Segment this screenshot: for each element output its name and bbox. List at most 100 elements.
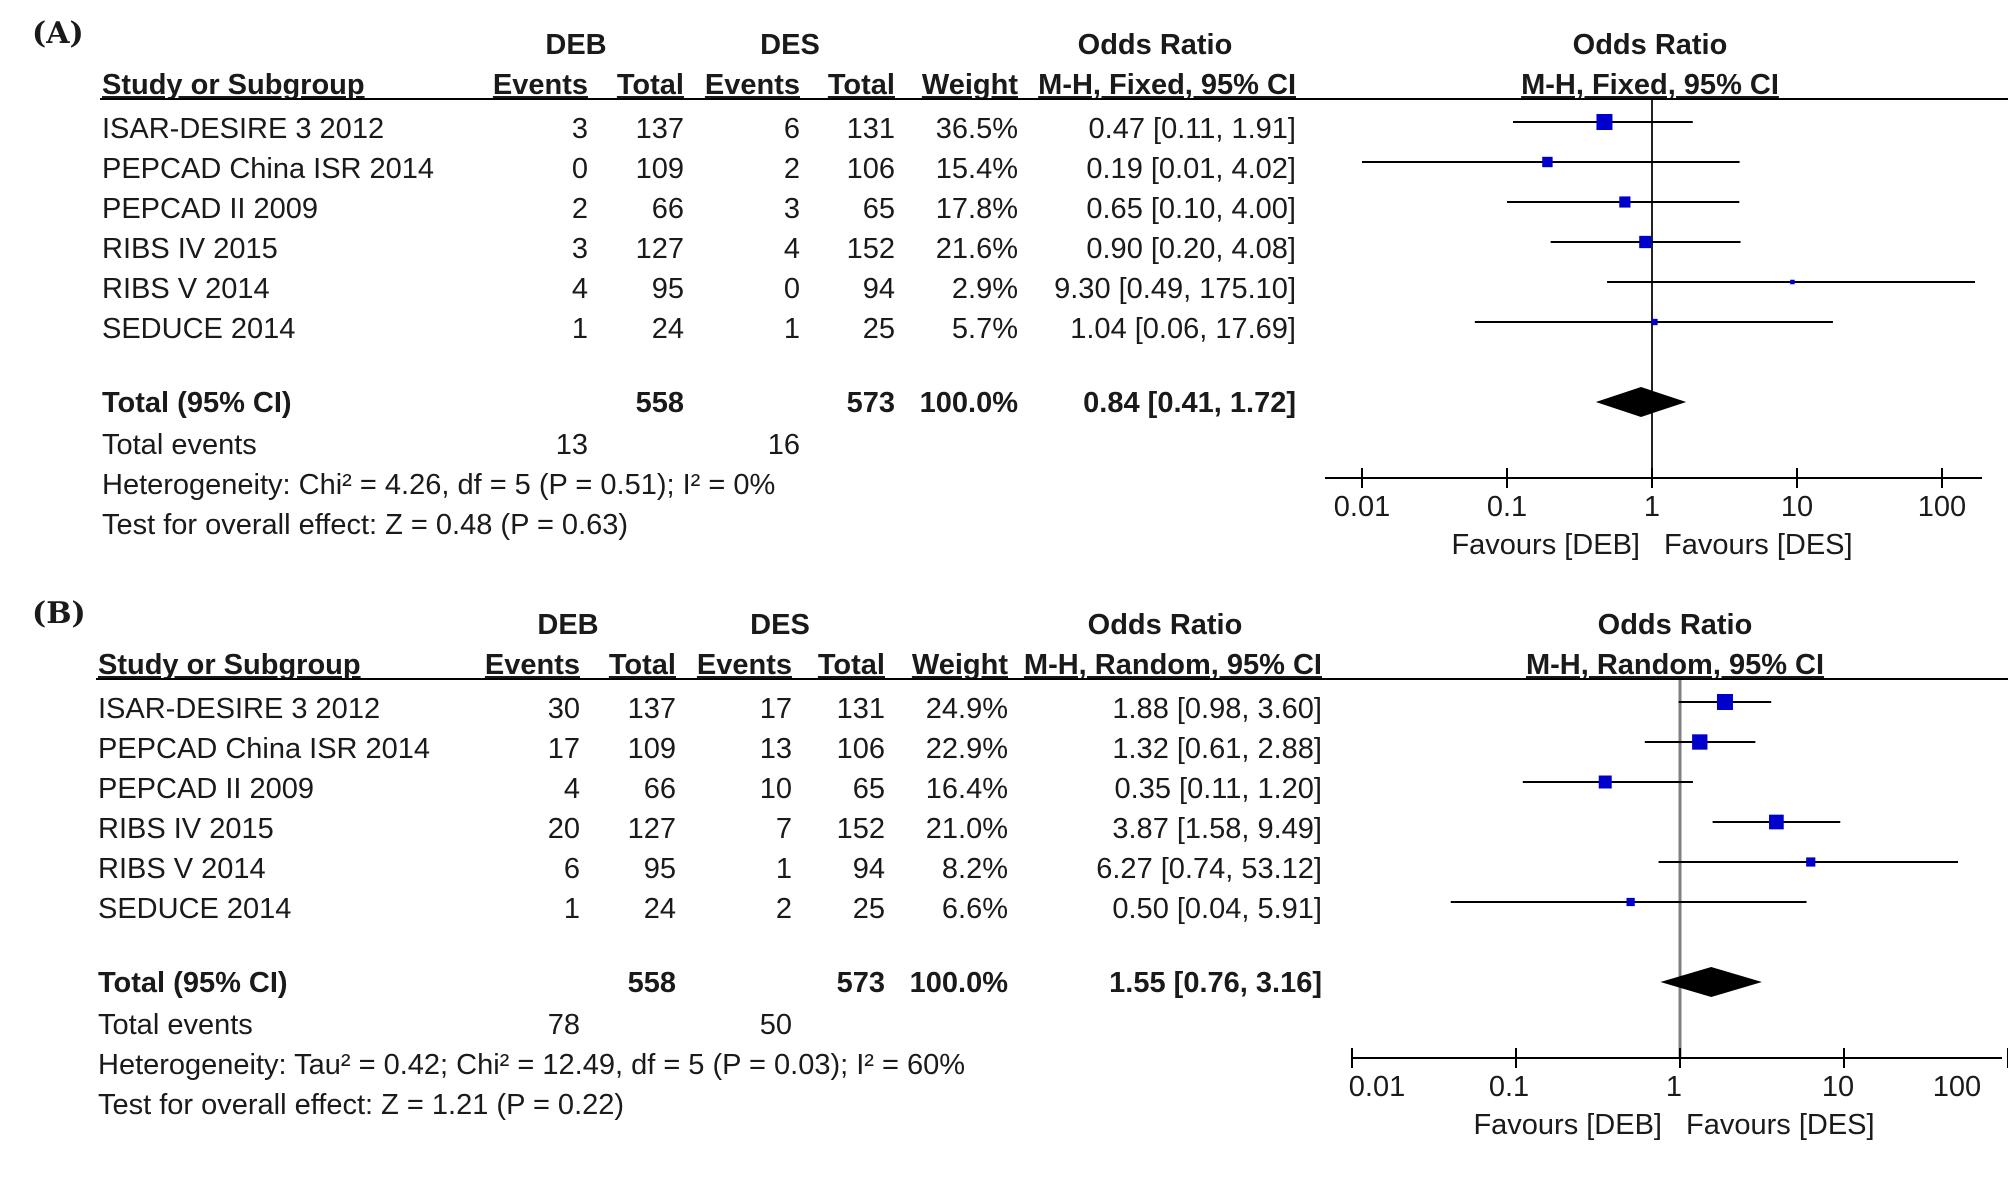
ctrl-events-cell: 17: [759, 693, 792, 725]
total-label: Total (95% CI): [98, 967, 288, 999]
ctrl-events-header: Events: [696, 649, 792, 681]
exp-events-cell: 4: [563, 773, 580, 805]
ctrl-events-cell: 4: [783, 233, 800, 265]
forest-plot-b: [1351, 680, 2008, 1068]
forest-panel-a: (A) DEB DES Odds Ratio Odds Ratio Study …: [0, 0, 2008, 580]
total-ctrl-total: 573: [836, 967, 885, 999]
exp-total-cell: 109: [635, 153, 684, 185]
total-events-ctrl: 16: [767, 429, 800, 461]
ctrl-group-header: DES: [750, 609, 810, 641]
study-name: RIBS V 2014: [102, 273, 270, 305]
exp-events-cell: 30: [547, 693, 580, 725]
exp-total-cell: 24: [643, 893, 676, 925]
exp-total-cell: 95: [651, 273, 684, 305]
study-name: PEPCAD China ISR 2014: [102, 153, 435, 185]
or-ci-cell: 6.27 [0.74, 53.12]: [1096, 853, 1322, 885]
or-column-title: Odds Ratio: [1077, 29, 1233, 61]
or-ci-cell: 1.04 [0.06, 17.69]: [1070, 313, 1296, 345]
favours-right-label: Favours [DES]: [1686, 1109, 1875, 1141]
exp-total-cell: 109: [627, 733, 676, 765]
ctrl-total-cell: 65: [862, 193, 895, 225]
exp-events-cell: 1: [563, 893, 580, 925]
exp-events-cell: 2: [571, 193, 588, 225]
weight-header: Weight: [911, 649, 1008, 681]
favours-left-label: Favours [DEB]: [1473, 1109, 1662, 1141]
exp-events-header: Events: [492, 69, 588, 101]
ctrl-total-cell: 65: [852, 773, 885, 805]
or-method-header: M-H, Fixed, 95% CI: [1038, 69, 1296, 101]
or-ci-cell: 1.88 [0.98, 3.60]: [1112, 693, 1322, 725]
study-marker: [1542, 156, 1553, 168]
header-rule: [96, 678, 2008, 680]
study-name: ISAR-DESIRE 3 2012: [98, 693, 381, 725]
weight-cell: 6.6%: [941, 893, 1008, 925]
ctrl-events-cell: 6: [783, 113, 800, 145]
exp-total-cell: 95: [643, 853, 676, 885]
exp-total-cell: 66: [643, 773, 676, 805]
ctrl-total-cell: 106: [836, 733, 885, 765]
weight-cell: 17.8%: [935, 193, 1018, 225]
exp-events-cell: 6: [563, 853, 580, 885]
heterogeneity-text: Heterogeneity: Tau² = 0.42; Chi² = 12.49…: [98, 1049, 966, 1081]
exp-events-header: Events: [484, 649, 580, 681]
overall-effect-text: Test for overall effect: Z = 0.48 (P = 0…: [102, 509, 629, 541]
exp-total-header: Total: [608, 649, 676, 681]
total-events-ctrl: 50: [759, 1009, 792, 1041]
ctrl-events-cell: 3: [783, 193, 800, 225]
ctrl-events-cell: 13: [759, 733, 792, 765]
exp-events-cell: 0: [571, 153, 588, 185]
axis-tick-label: 0.1: [1488, 1071, 1530, 1103]
or-column-title: Odds Ratio: [1087, 609, 1243, 641]
ctrl-total-cell: 25: [852, 893, 885, 925]
total-events-exp: 13: [555, 429, 588, 461]
study-marker: [1626, 897, 1635, 907]
study-column-header: Study or Subgroup: [98, 649, 361, 681]
ctrl-total-cell: 106: [846, 153, 895, 185]
or-ci-cell: 9.30 [0.49, 175.10]: [1054, 273, 1296, 305]
weight-cell: 8.2%: [941, 853, 1008, 885]
exp-total-cell: 66: [651, 193, 684, 225]
study-name: RIBS IV 2015: [98, 813, 274, 845]
study-name: SEDUCE 2014: [102, 313, 296, 345]
plot-method-header: M-H, Fixed, 95% CI: [1521, 69, 1779, 101]
weight-header: Weight: [921, 69, 1018, 101]
or-ci-cell: 0.35 [0.11, 1.20]: [1114, 773, 1322, 805]
plot-title: Odds Ratio: [1572, 29, 1728, 61]
exp-total-cell: 137: [627, 693, 676, 725]
exp-total-cell: 127: [635, 233, 684, 265]
total-exp-total: 558: [635, 387, 684, 419]
study-marker: [1790, 279, 1795, 285]
weight-cell: 21.0%: [925, 813, 1008, 845]
axis-tick-label: 0.01: [1348, 1071, 1406, 1103]
ctrl-total-cell: 94: [852, 853, 885, 885]
total-weight: 100.0%: [919, 387, 1018, 419]
exp-total-header: Total: [616, 69, 684, 101]
ctrl-total-cell: 131: [846, 113, 895, 145]
pooled-diamond: [1595, 387, 1687, 417]
or-ci-cell: 0.19 [0.01, 4.02]: [1086, 153, 1296, 185]
total-or-ci: 1.55 [0.76, 3.16]: [1109, 967, 1322, 999]
exp-events-cell: 17: [547, 733, 580, 765]
exp-group-header: DEB: [545, 29, 607, 61]
ctrl-events-cell: 1: [775, 853, 792, 885]
forest-plot-a: [1325, 100, 1982, 488]
study-name: PEPCAD II 2009: [98, 773, 314, 805]
or-ci-cell: 0.65 [0.10, 4.00]: [1086, 193, 1296, 225]
or-ci-cell: 0.47 [0.11, 1.91]: [1088, 113, 1296, 145]
panel-label: (A): [32, 16, 84, 51]
weight-cell: 5.7%: [951, 313, 1018, 345]
or-ci-cell: 3.87 [1.58, 9.49]: [1112, 813, 1322, 845]
study-marker: [1806, 857, 1816, 867]
study-name: RIBS V 2014: [98, 853, 266, 885]
weight-cell: 2.9%: [951, 273, 1018, 305]
or-ci-cell: 1.32 [0.61, 2.88]: [1112, 733, 1322, 765]
exp-events-cell: 20: [547, 813, 580, 845]
study-name: SEDUCE 2014: [98, 893, 292, 925]
study-marker: [1619, 196, 1631, 208]
weight-cell: 22.9%: [925, 733, 1008, 765]
weight-cell: 21.6%: [935, 233, 1018, 265]
axis-tick-label: 10: [1821, 1071, 1855, 1103]
ctrl-events-cell: 7: [775, 813, 792, 845]
favours-left-label: Favours [DEB]: [1451, 529, 1640, 561]
overall-effect-text: Test for overall effect: Z = 1.21 (P = 0…: [98, 1089, 625, 1121]
